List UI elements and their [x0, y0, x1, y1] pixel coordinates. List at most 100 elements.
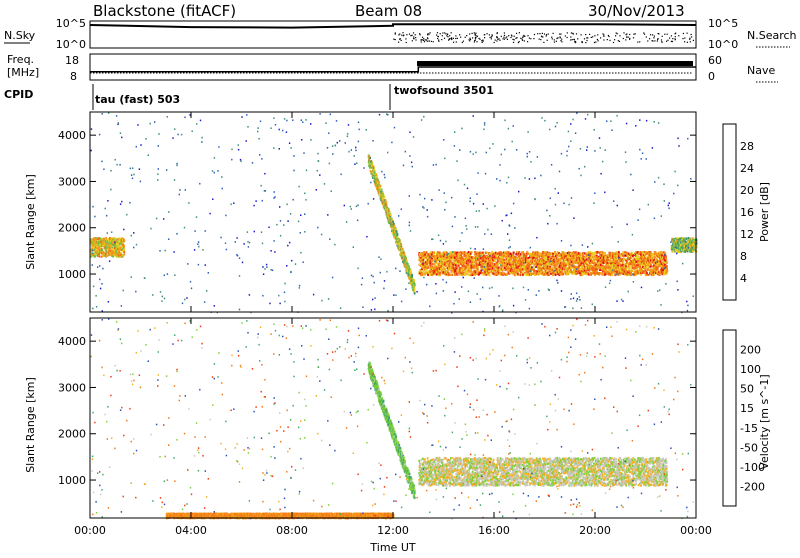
heatmap-cell — [112, 248, 114, 250]
heatmap-cell — [93, 237, 95, 239]
heatmap-cell — [642, 251, 644, 253]
nsearch-point — [481, 40, 482, 41]
heatmap-cell — [476, 273, 478, 275]
heatmap-cell — [113, 250, 115, 252]
nsearch-point — [462, 42, 463, 43]
nsearch-point — [595, 42, 596, 43]
nsearch-point — [543, 42, 544, 43]
nsearch-point — [544, 33, 545, 34]
nsearch-point — [542, 33, 543, 34]
nsearch-point — [455, 38, 456, 39]
station-title: Blackstone (fitACF) — [93, 2, 236, 20]
nsearch-point — [556, 41, 557, 42]
nsearch-point — [575, 42, 576, 43]
heatmap-cell — [554, 251, 556, 253]
nsearch-point — [401, 35, 402, 36]
nsearch-point — [530, 38, 531, 39]
nsearch-point — [442, 35, 443, 36]
heatmap-cell — [629, 268, 631, 270]
heatmap-cell — [406, 260, 408, 262]
nsearch-point — [476, 41, 477, 42]
nsearch-point — [497, 39, 498, 40]
nsearch-point — [497, 37, 498, 38]
nsearch-point — [594, 35, 595, 36]
nsearch-point — [516, 37, 517, 38]
nsearch-point — [409, 34, 410, 35]
heatmap-cell — [489, 274, 491, 276]
nsearch-point — [646, 36, 647, 37]
nsearch-point — [649, 38, 650, 39]
nsearch-point — [671, 35, 672, 36]
nsearch-point — [519, 32, 520, 33]
nsearch-point — [451, 32, 452, 33]
nsearch-point — [491, 38, 492, 39]
heatmap-cell — [449, 274, 451, 276]
nsearch-point — [487, 33, 488, 34]
nsearch-point — [437, 36, 438, 37]
nsearch-point — [658, 33, 659, 34]
nsearch-point — [472, 33, 473, 34]
nsearch-point — [423, 38, 424, 39]
nsearch-tick-top: 10^5 — [708, 17, 738, 30]
nsearch-point — [602, 33, 603, 34]
heatmap-cell — [537, 255, 539, 257]
heatmap-cell — [646, 270, 648, 272]
nsearch-point — [472, 37, 473, 38]
nsearch-label: N.Search — [747, 29, 797, 42]
heatmap-cell — [464, 272, 466, 274]
heatmap-cell — [564, 259, 566, 261]
nsearch-point — [510, 37, 511, 38]
heatmap-cell — [384, 196, 386, 198]
nsearch-point — [533, 38, 534, 39]
nsearch-point — [662, 36, 663, 37]
heatmap-cell — [563, 251, 565, 253]
nsearch-point — [626, 34, 627, 35]
nsearch-point — [503, 37, 504, 38]
heatmap-cell — [550, 253, 552, 255]
freq-unit-label: [MHz] — [7, 66, 39, 79]
nsearch-point — [448, 40, 449, 41]
nsearch-point — [678, 35, 679, 36]
nsearch-point — [395, 39, 396, 40]
nsearch-point — [675, 33, 676, 34]
nsearch-point — [483, 41, 484, 42]
heatmap-cell — [103, 238, 105, 240]
heatmap-cell — [612, 274, 614, 276]
nsearch-point — [523, 36, 524, 37]
nsearch-point — [501, 36, 502, 37]
nsearch-point — [522, 40, 523, 41]
heatmap-cell — [594, 274, 596, 276]
nsearch-point — [512, 39, 513, 40]
heatmap-cell — [533, 267, 535, 269]
nsearch-point — [445, 33, 446, 34]
heatmap-cell — [431, 254, 433, 256]
nsearch-point — [442, 32, 443, 33]
nsearch-point — [554, 42, 555, 43]
heatmap-cell — [539, 255, 541, 257]
nsearch-point — [504, 32, 505, 33]
nsearch-point — [484, 34, 485, 35]
nsearch-point — [572, 39, 573, 40]
nsearch-point — [643, 32, 644, 33]
nsearch-point — [447, 36, 448, 37]
nsearch-point — [524, 40, 525, 41]
nsearch-point — [600, 37, 601, 38]
nsearch-point — [594, 42, 595, 43]
nsearch-point — [475, 33, 476, 34]
heatmap-cell — [490, 271, 492, 273]
nsearch-point — [633, 37, 634, 38]
heatmap-cell — [559, 265, 561, 267]
nsearch-point — [429, 34, 430, 35]
nsearch-point — [415, 34, 416, 35]
freq-tick-bottom: 8 — [70, 70, 77, 83]
nsearch-point — [505, 37, 506, 38]
nsearch-point — [413, 32, 414, 33]
heatmap-cell — [552, 253, 554, 255]
nsearch-point — [413, 36, 414, 37]
heatmap-cell — [518, 274, 520, 276]
nsearch-point — [689, 39, 690, 40]
heatmap-cell — [498, 260, 500, 262]
power-heatmap — [90, 112, 698, 313]
nsearch-point — [393, 39, 394, 40]
nsearch-point — [423, 40, 424, 41]
